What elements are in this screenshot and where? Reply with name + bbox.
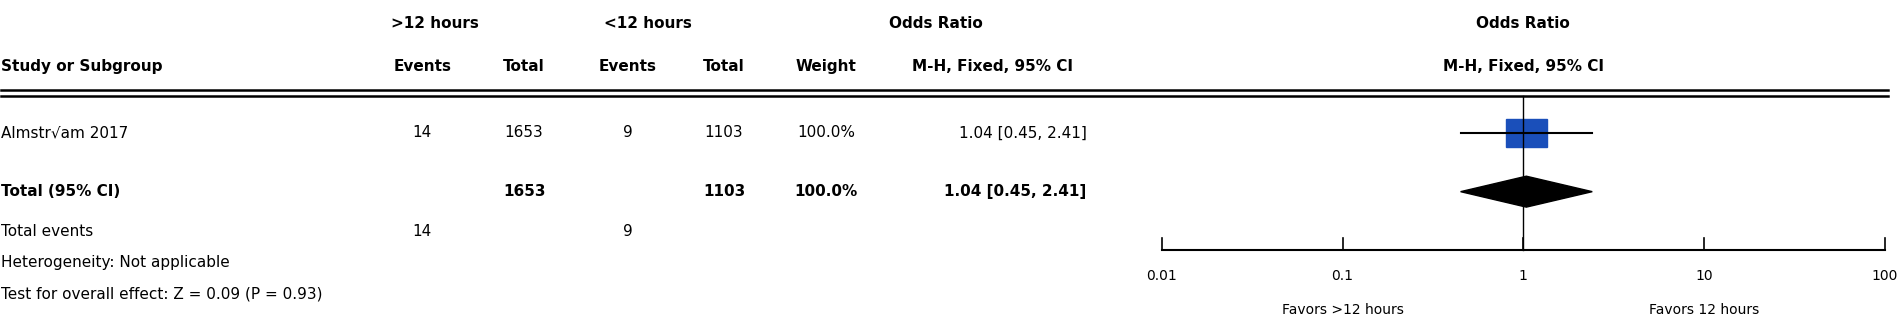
Text: 100: 100 <box>1872 269 1898 283</box>
Text: M-H, Fixed, 95% CI: M-H, Fixed, 95% CI <box>912 59 1074 74</box>
Text: M-H, Fixed, 95% CI: M-H, Fixed, 95% CI <box>1442 59 1604 74</box>
Text: 1: 1 <box>1518 269 1528 283</box>
Text: >12 hours: >12 hours <box>391 16 479 30</box>
Text: 100.0%: 100.0% <box>794 184 857 199</box>
Text: Total events: Total events <box>2 224 93 239</box>
Text: Favors 12 hours: Favors 12 hours <box>1649 303 1759 317</box>
Text: Total (95% CI): Total (95% CI) <box>2 184 120 199</box>
Text: Weight: Weight <box>796 59 857 74</box>
Text: <12 hours: <12 hours <box>604 16 692 30</box>
Text: Events: Events <box>393 59 450 74</box>
Text: 14: 14 <box>412 125 431 140</box>
FancyBboxPatch shape <box>1505 119 1547 147</box>
Text: Favors >12 hours: Favors >12 hours <box>1282 303 1404 317</box>
Text: Total: Total <box>703 59 745 74</box>
Text: 9: 9 <box>623 125 633 140</box>
Text: 1.04 [0.45, 2.41]: 1.04 [0.45, 2.41] <box>958 125 1087 140</box>
Text: Heterogeneity: Not applicable: Heterogeneity: Not applicable <box>2 255 230 270</box>
Text: Odds Ratio: Odds Ratio <box>1476 16 1569 30</box>
Text: 1653: 1653 <box>504 184 545 199</box>
Text: Test for overall effect: Z = 0.09 (P = 0.93): Test for overall effect: Z = 0.09 (P = 0… <box>2 286 323 301</box>
Text: 10: 10 <box>1695 269 1712 283</box>
Text: 14: 14 <box>412 224 431 239</box>
Polygon shape <box>1461 176 1592 207</box>
Text: 1653: 1653 <box>505 125 543 140</box>
Text: Events: Events <box>598 59 657 74</box>
Text: Total: Total <box>504 59 545 74</box>
Text: 0.1: 0.1 <box>1332 269 1353 283</box>
Text: Study or Subgroup: Study or Subgroup <box>2 59 163 74</box>
Text: Odds Ratio: Odds Ratio <box>889 16 982 30</box>
Text: 0.01: 0.01 <box>1146 269 1178 283</box>
Text: Almstr√am 2017: Almstr√am 2017 <box>2 125 129 140</box>
Text: 1103: 1103 <box>703 184 745 199</box>
Text: 1.04 [0.45, 2.41]: 1.04 [0.45, 2.41] <box>944 184 1087 199</box>
Text: 100.0%: 100.0% <box>796 125 855 140</box>
Text: 9: 9 <box>623 224 633 239</box>
Text: 1103: 1103 <box>705 125 743 140</box>
